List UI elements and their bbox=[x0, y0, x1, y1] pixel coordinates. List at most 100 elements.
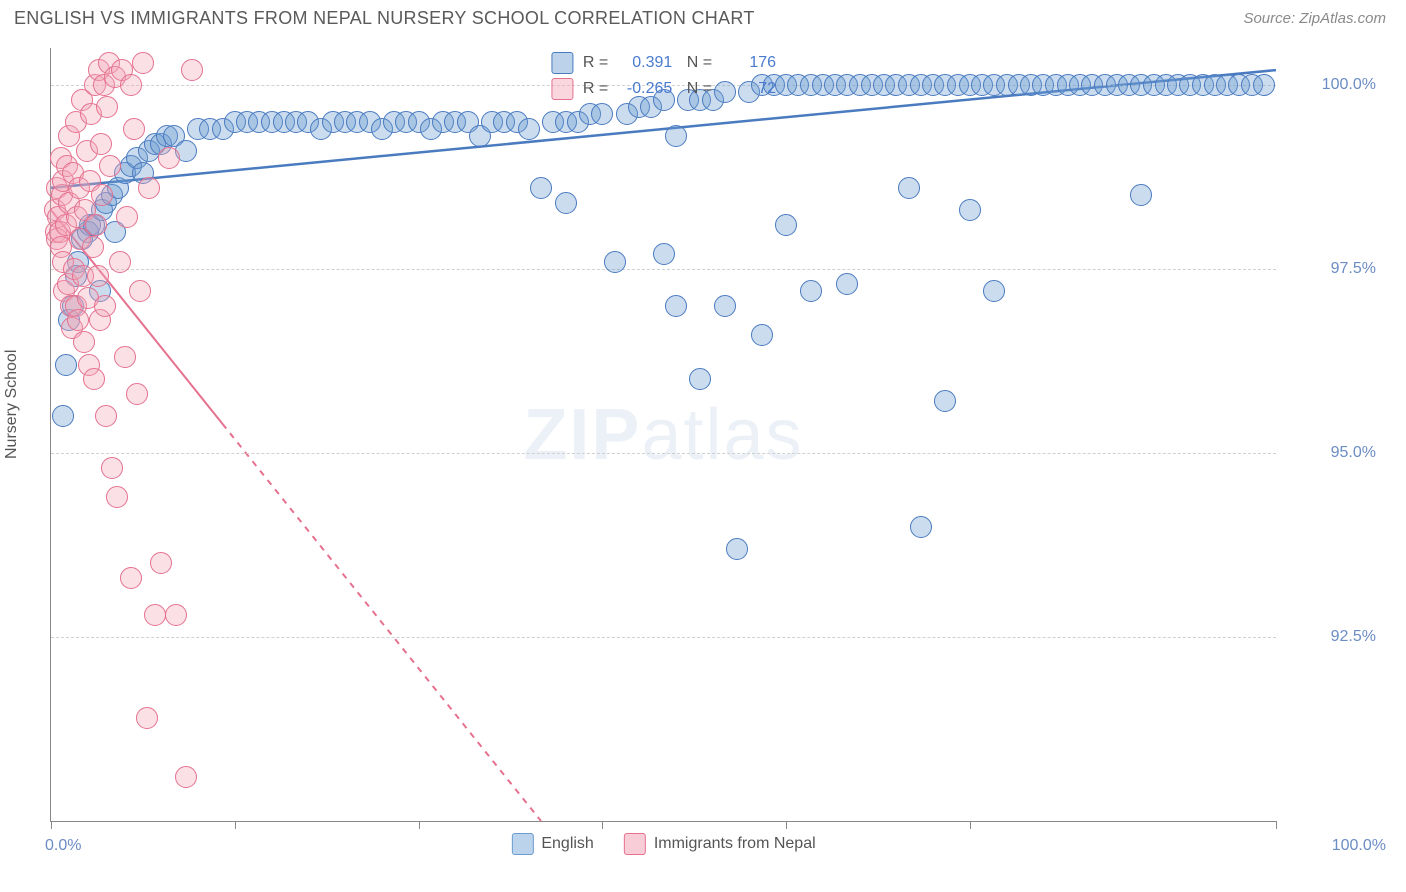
scatter-point-nepal bbox=[114, 346, 136, 368]
scatter-point-nepal bbox=[101, 457, 123, 479]
scatter-point-nepal bbox=[129, 280, 151, 302]
x-tick-label-left: 0.0% bbox=[45, 837, 81, 855]
scatter-point-nepal bbox=[181, 59, 203, 81]
scatter-point-english bbox=[665, 295, 687, 317]
scatter-point-english bbox=[910, 516, 932, 538]
legend-swatch-english bbox=[551, 52, 573, 74]
scatter-point-nepal bbox=[126, 383, 148, 405]
trend-line bbox=[223, 424, 542, 821]
gridline bbox=[51, 453, 1276, 454]
legend-bottom-swatch-english bbox=[511, 833, 533, 855]
title-bar: ENGLISH VS IMMIGRANTS FROM NEPAL NURSERY… bbox=[0, 0, 1406, 33]
legend-r-label: R = bbox=[583, 80, 608, 98]
scatter-point-english bbox=[1130, 184, 1152, 206]
legend-bottom-swatch-nepal bbox=[624, 833, 646, 855]
scatter-point-nepal bbox=[116, 206, 138, 228]
scatter-point-english bbox=[751, 324, 773, 346]
legend-bottom-label-english: English bbox=[541, 835, 593, 853]
scatter-point-english bbox=[530, 177, 552, 199]
legend-r-label: R = bbox=[583, 54, 608, 72]
gridline bbox=[51, 637, 1276, 638]
x-tick bbox=[419, 821, 420, 829]
scatter-point-english bbox=[518, 118, 540, 140]
scatter-point-english bbox=[934, 390, 956, 412]
scatter-point-nepal bbox=[109, 251, 131, 273]
scatter-point-english bbox=[55, 354, 77, 376]
scatter-point-english bbox=[665, 125, 687, 147]
scatter-point-nepal bbox=[120, 74, 142, 96]
scatter-point-nepal bbox=[158, 147, 180, 169]
scatter-point-english bbox=[836, 273, 858, 295]
scatter-point-english bbox=[726, 538, 748, 560]
scatter-point-nepal bbox=[67, 309, 89, 331]
scatter-point-nepal bbox=[106, 486, 128, 508]
legend-correlation: R = 0.391 N = 176 R = -0.265 N = 72 bbox=[551, 52, 776, 104]
legend-row-english: R = 0.391 N = 176 bbox=[551, 52, 776, 74]
plot-area: ZIPatlas R = 0.391 N = 176 R = -0.265 N … bbox=[50, 48, 1276, 822]
scatter-point-nepal bbox=[144, 604, 166, 626]
legend-bottom-label-nepal: Immigrants from Nepal bbox=[654, 835, 816, 853]
legend-item-english: English bbox=[511, 833, 593, 855]
source-attribution: Source: ZipAtlas.com bbox=[1243, 10, 1386, 27]
scatter-point-nepal bbox=[87, 265, 109, 287]
scatter-point-nepal bbox=[123, 118, 145, 140]
x-tick bbox=[235, 821, 236, 829]
scatter-point-english bbox=[714, 295, 736, 317]
scatter-point-nepal bbox=[150, 552, 172, 574]
chart-title: ENGLISH VS IMMIGRANTS FROM NEPAL NURSERY… bbox=[14, 8, 755, 29]
scatter-point-nepal bbox=[99, 155, 121, 177]
legend-n-label: N = bbox=[682, 80, 712, 98]
watermark-bold: ZIP bbox=[523, 395, 641, 475]
scatter-point-nepal bbox=[138, 177, 160, 199]
scatter-point-english bbox=[52, 405, 74, 427]
x-tick-label-right: 100.0% bbox=[1332, 837, 1386, 855]
scatter-point-english bbox=[959, 199, 981, 221]
scatter-point-english bbox=[689, 368, 711, 390]
x-tick bbox=[786, 821, 787, 829]
scatter-point-english bbox=[555, 192, 577, 214]
watermark-light: atlas bbox=[641, 395, 803, 475]
scatter-point-english bbox=[775, 214, 797, 236]
legend-item-nepal: Immigrants from Nepal bbox=[624, 833, 816, 855]
scatter-point-nepal bbox=[83, 368, 105, 390]
legend-swatch-nepal bbox=[551, 78, 573, 100]
chart-container: Nursery School ZIPatlas R = 0.391 N = 17… bbox=[50, 48, 1386, 852]
x-tick bbox=[51, 821, 52, 829]
legend-r-english: 0.391 bbox=[618, 54, 672, 72]
scatter-point-nepal bbox=[85, 214, 107, 236]
scatter-point-english bbox=[800, 280, 822, 302]
scatter-point-nepal bbox=[94, 295, 116, 317]
x-tick bbox=[1276, 821, 1277, 829]
legend-row-nepal: R = -0.265 N = 72 bbox=[551, 78, 776, 100]
scatter-point-english bbox=[604, 251, 626, 273]
scatter-point-english bbox=[1253, 74, 1275, 96]
scatter-point-english bbox=[983, 280, 1005, 302]
legend-n-nepal: 72 bbox=[722, 80, 776, 98]
y-tick-label: 100.0% bbox=[1286, 76, 1376, 94]
legend-n-english: 176 bbox=[722, 54, 776, 72]
y-tick-label: 95.0% bbox=[1286, 444, 1376, 462]
x-tick bbox=[970, 821, 971, 829]
scatter-point-nepal bbox=[175, 766, 197, 788]
y-axis-title: Nursery School bbox=[3, 350, 21, 459]
scatter-point-nepal bbox=[90, 133, 112, 155]
scatter-point-nepal bbox=[136, 707, 158, 729]
scatter-point-nepal bbox=[91, 184, 113, 206]
scatter-point-nepal bbox=[82, 236, 104, 258]
legend-bottom: English Immigrants from Nepal bbox=[511, 833, 815, 855]
scatter-point-english bbox=[653, 243, 675, 265]
legend-r-nepal: -0.265 bbox=[618, 80, 672, 98]
y-tick-label: 92.5% bbox=[1286, 628, 1376, 646]
watermark: ZIPatlas bbox=[523, 394, 803, 476]
legend-n-label: N = bbox=[682, 54, 712, 72]
scatter-point-nepal bbox=[132, 52, 154, 74]
gridline bbox=[51, 269, 1276, 270]
scatter-point-nepal bbox=[95, 405, 117, 427]
scatter-point-nepal bbox=[96, 96, 118, 118]
x-tick bbox=[602, 821, 603, 829]
trend-lines-svg bbox=[51, 48, 1276, 821]
scatter-point-nepal bbox=[73, 331, 95, 353]
scatter-point-nepal bbox=[165, 604, 187, 626]
y-tick-label: 97.5% bbox=[1286, 260, 1376, 278]
scatter-point-english bbox=[591, 103, 613, 125]
